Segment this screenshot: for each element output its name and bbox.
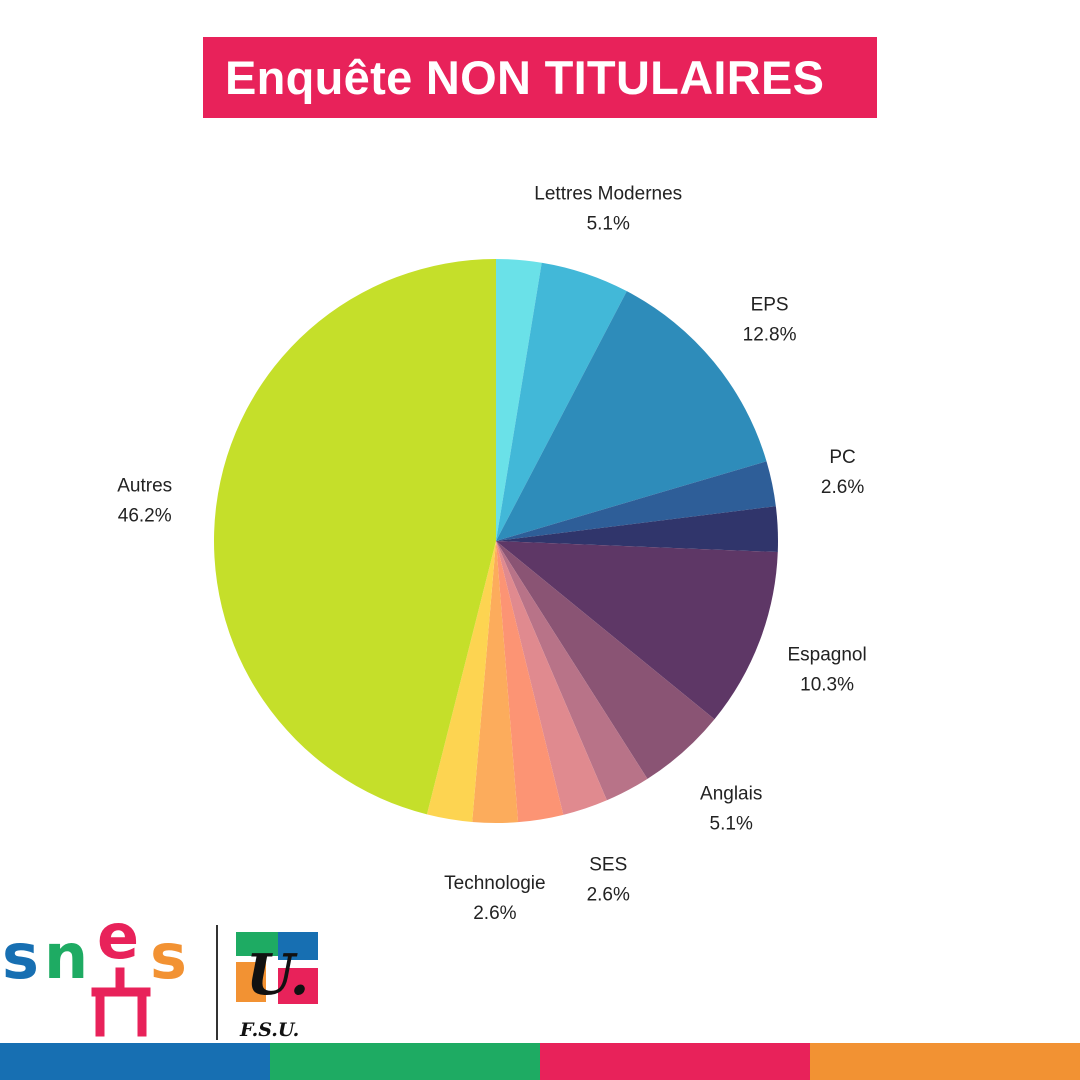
footer-band-orange	[810, 1043, 1080, 1080]
pie-slice-ses	[496, 541, 607, 815]
slice-label-espagnol: Espagnol	[787, 644, 866, 665]
pie-slices	[213, 259, 778, 823]
fsu-logo-mark: U.	[246, 942, 309, 1008]
pie-slice-unlabeled-7	[496, 541, 648, 801]
slice-percent-autres: 46.2%	[118, 505, 172, 526]
slice-label-pc: PC	[829, 447, 855, 468]
pie-slice-unlabeled-0	[496, 259, 542, 541]
slice-label-anglais: Anglais	[700, 784, 762, 805]
footer-color-band	[0, 1043, 1080, 1080]
slice-percent-pc: 2.6%	[821, 477, 864, 498]
slice-label-lettres-modernes: Lettres Modernes	[534, 183, 682, 204]
pie-slice-eps	[496, 291, 767, 541]
snes-logo-figure	[91, 967, 151, 1037]
pie-slice-pc	[496, 461, 776, 541]
footer-band-blue	[0, 1043, 270, 1080]
pie-slice-espagnol	[496, 541, 778, 720]
pie-slice-lettres-modernes	[496, 262, 627, 541]
fsu-logo: U. F.S.U.	[236, 932, 318, 1041]
slice-label-technologie: Technologie	[444, 873, 545, 894]
snes-logo-letter-e: e	[97, 900, 139, 973]
snes-logo-letter-s1: s	[2, 920, 39, 993]
slice-label-ses: SES	[589, 855, 627, 876]
slice-percent-anglais: 5.1%	[710, 814, 753, 835]
pie-labels: Lettres Modernes 5.1% EPS 12.8% PC 2.6% Espagn…	[117, 183, 866, 924]
pie-slice-unlabeled-4	[496, 506, 778, 553]
title-banner: Enquête NON TITULAIRES	[203, 37, 877, 118]
pie-slice-unlabeled-9	[496, 541, 564, 823]
snes-logo-letter-s2: s	[150, 920, 187, 993]
pie-chart: Lettres Modernes 5.1% EPS 12.8% PC 2.6% Espagn…	[117, 183, 866, 924]
fsu-logo-caption: F.S.U.	[239, 1019, 299, 1040]
slice-percent-eps: 12.8%	[743, 324, 797, 345]
pie-slice-unlabeled-11	[426, 541, 496, 822]
snes-logo-letter-n: n	[44, 920, 88, 993]
snes-logo: s n e s	[2, 900, 187, 1037]
logo-area: s n e s U. F.S.U.	[0, 900, 340, 1041]
slice-label-autres: Autres	[117, 475, 172, 496]
slice-percent-technologie: 2.6%	[473, 903, 516, 924]
logos: s n e s U. F.S.U.	[2, 900, 318, 1041]
page-title: Enquête NON TITULAIRES	[225, 51, 825, 104]
footer-band-pink	[540, 1043, 810, 1080]
footer-band-green	[270, 1043, 540, 1080]
slice-percent-lettres-modernes: 5.1%	[587, 213, 630, 234]
pie-slice-autres	[213, 259, 496, 815]
slice-percent-espagnol: 10.3%	[800, 674, 854, 695]
pie-slice-technologie	[472, 541, 519, 823]
pie-slice-anglais	[496, 541, 715, 779]
slice-label-eps: EPS	[751, 294, 789, 315]
slice-percent-ses: 2.6%	[587, 885, 630, 906]
